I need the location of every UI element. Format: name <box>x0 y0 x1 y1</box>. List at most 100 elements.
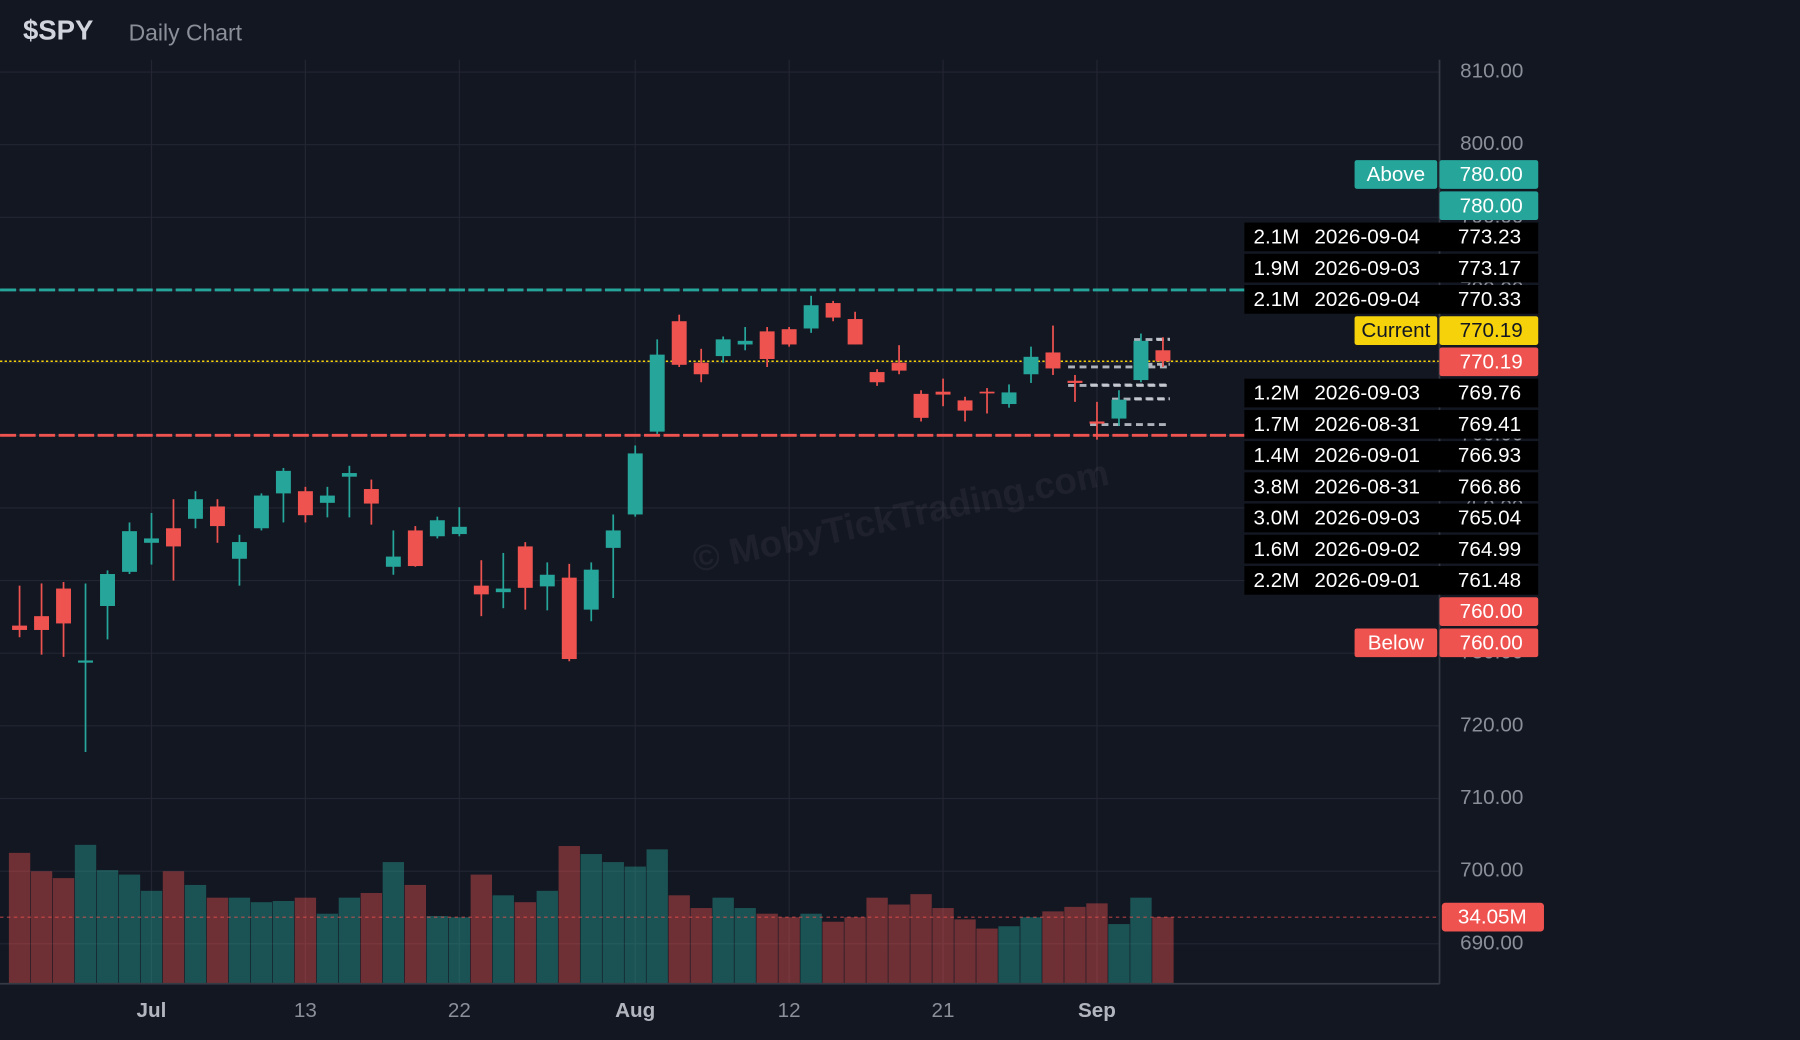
volume-bar <box>470 874 492 984</box>
order-price: 765.04 <box>1458 507 1521 530</box>
x-tick-label: Aug <box>615 999 655 1022</box>
candle-body <box>1067 380 1083 383</box>
volume-bar <box>558 846 580 984</box>
x-tick-label: 22 <box>448 999 471 1022</box>
volume-bar <box>206 897 229 984</box>
order-volume: 1.2M <box>1254 382 1300 405</box>
x-tick-label: Jul <box>137 999 167 1022</box>
candle-body <box>759 331 775 359</box>
candle-body <box>209 506 225 527</box>
candle-body <box>275 470 291 494</box>
candle-body <box>188 499 203 519</box>
order-volume: 2.2M <box>1254 569 1300 592</box>
candle-body <box>605 530 621 548</box>
order-tag <box>1244 409 1539 439</box>
order-tag <box>1244 566 1539 595</box>
candle-body <box>913 393 929 418</box>
y-tick-label: 800.00 <box>1460 132 1523 155</box>
price-tag <box>1439 597 1539 626</box>
candle-body <box>935 391 951 395</box>
candle-body <box>12 625 28 630</box>
order-price: 773.23 <box>1458 226 1521 249</box>
volume-bar <box>712 897 734 984</box>
volume-bar <box>668 895 690 984</box>
alert-tag-label: Above <box>1367 163 1426 186</box>
candle-body <box>979 391 995 394</box>
x-tick-label: 13 <box>294 999 317 1022</box>
order-date: 2026-08-31 <box>1314 475 1420 498</box>
volume-bar <box>602 862 624 984</box>
candle-body <box>869 372 885 383</box>
candle-body <box>363 489 379 504</box>
order-date: 2026-09-01 <box>1314 444 1420 467</box>
candle-body <box>1111 399 1127 419</box>
level-lines <box>0 288 1440 918</box>
price-tag-label: 770.19 <box>1460 319 1523 342</box>
volume-bar <box>492 895 514 984</box>
volume-bar <box>338 897 361 984</box>
volume-bar <box>646 849 668 984</box>
volume-bar <box>382 862 405 984</box>
volume-bar <box>1108 924 1130 984</box>
candle-body <box>78 660 93 663</box>
candle-body <box>1023 356 1039 375</box>
price-tag-label: 760.00 <box>1460 631 1523 654</box>
volume-bar <box>316 913 339 984</box>
y-tick-label: 690.00 <box>1460 931 1523 954</box>
volume-bar <box>756 913 778 984</box>
volume-bar <box>1086 903 1108 984</box>
order-date: 2026-09-02 <box>1314 538 1420 561</box>
volume-bar <box>30 871 53 984</box>
candle-body <box>253 495 269 529</box>
volume-bar <box>1042 911 1064 984</box>
volume-bar <box>778 917 800 984</box>
volume-bar <box>360 892 383 984</box>
order-tag <box>1244 253 1539 283</box>
order-volume: 1.6M <box>1254 538 1300 561</box>
order-price: 773.17 <box>1458 257 1521 280</box>
price-tag-label: 780.00 <box>1460 194 1523 217</box>
price-tag <box>1439 191 1539 221</box>
order-tag <box>1244 472 1539 502</box>
x-tick-label: 21 <box>932 999 955 1022</box>
candle-body <box>341 473 357 477</box>
chart-title: $SPY <box>23 14 93 45</box>
volume-bar <box>404 884 427 984</box>
candle-body <box>561 577 577 660</box>
y-tick-label: 720.00 <box>1460 713 1523 736</box>
order-date: 2026-09-04 <box>1314 226 1420 249</box>
order-tag <box>1244 441 1539 470</box>
price-tag <box>1439 160 1539 189</box>
candle-body <box>319 495 335 503</box>
candle-body <box>166 528 181 547</box>
order-tag <box>1244 378 1539 408</box>
candle-body <box>1001 392 1017 405</box>
volume-bar <box>690 908 712 984</box>
volume-bar <box>536 890 558 984</box>
alert-tag-label: Current <box>1361 319 1430 342</box>
chart-subtitle: Daily Chart <box>129 19 243 45</box>
volume-bar <box>888 904 910 984</box>
price-tag <box>1439 347 1539 377</box>
order-volume: 1.9M <box>1254 257 1300 280</box>
alert-tag <box>1354 628 1438 658</box>
candle-body <box>649 354 665 432</box>
candle-body <box>583 569 599 610</box>
candle-body <box>297 491 313 516</box>
candle-body <box>891 362 907 371</box>
x-tick-label: 12 <box>778 999 801 1022</box>
candle-body <box>1045 352 1061 369</box>
volume-bar <box>74 844 97 984</box>
order-price: 766.86 <box>1458 475 1521 498</box>
candle-body <box>1155 350 1171 362</box>
candle-body <box>144 538 159 543</box>
order-tag <box>1244 534 1539 564</box>
order-volume: 2.1M <box>1254 226 1300 249</box>
candle-body <box>231 542 247 559</box>
candle-body <box>495 588 511 593</box>
volume-bar <box>844 917 866 984</box>
volume-bar <box>1130 897 1152 984</box>
volume-bar <box>448 917 470 984</box>
candle-body <box>473 585 489 595</box>
order-volume: 3.8M <box>1254 475 1300 498</box>
